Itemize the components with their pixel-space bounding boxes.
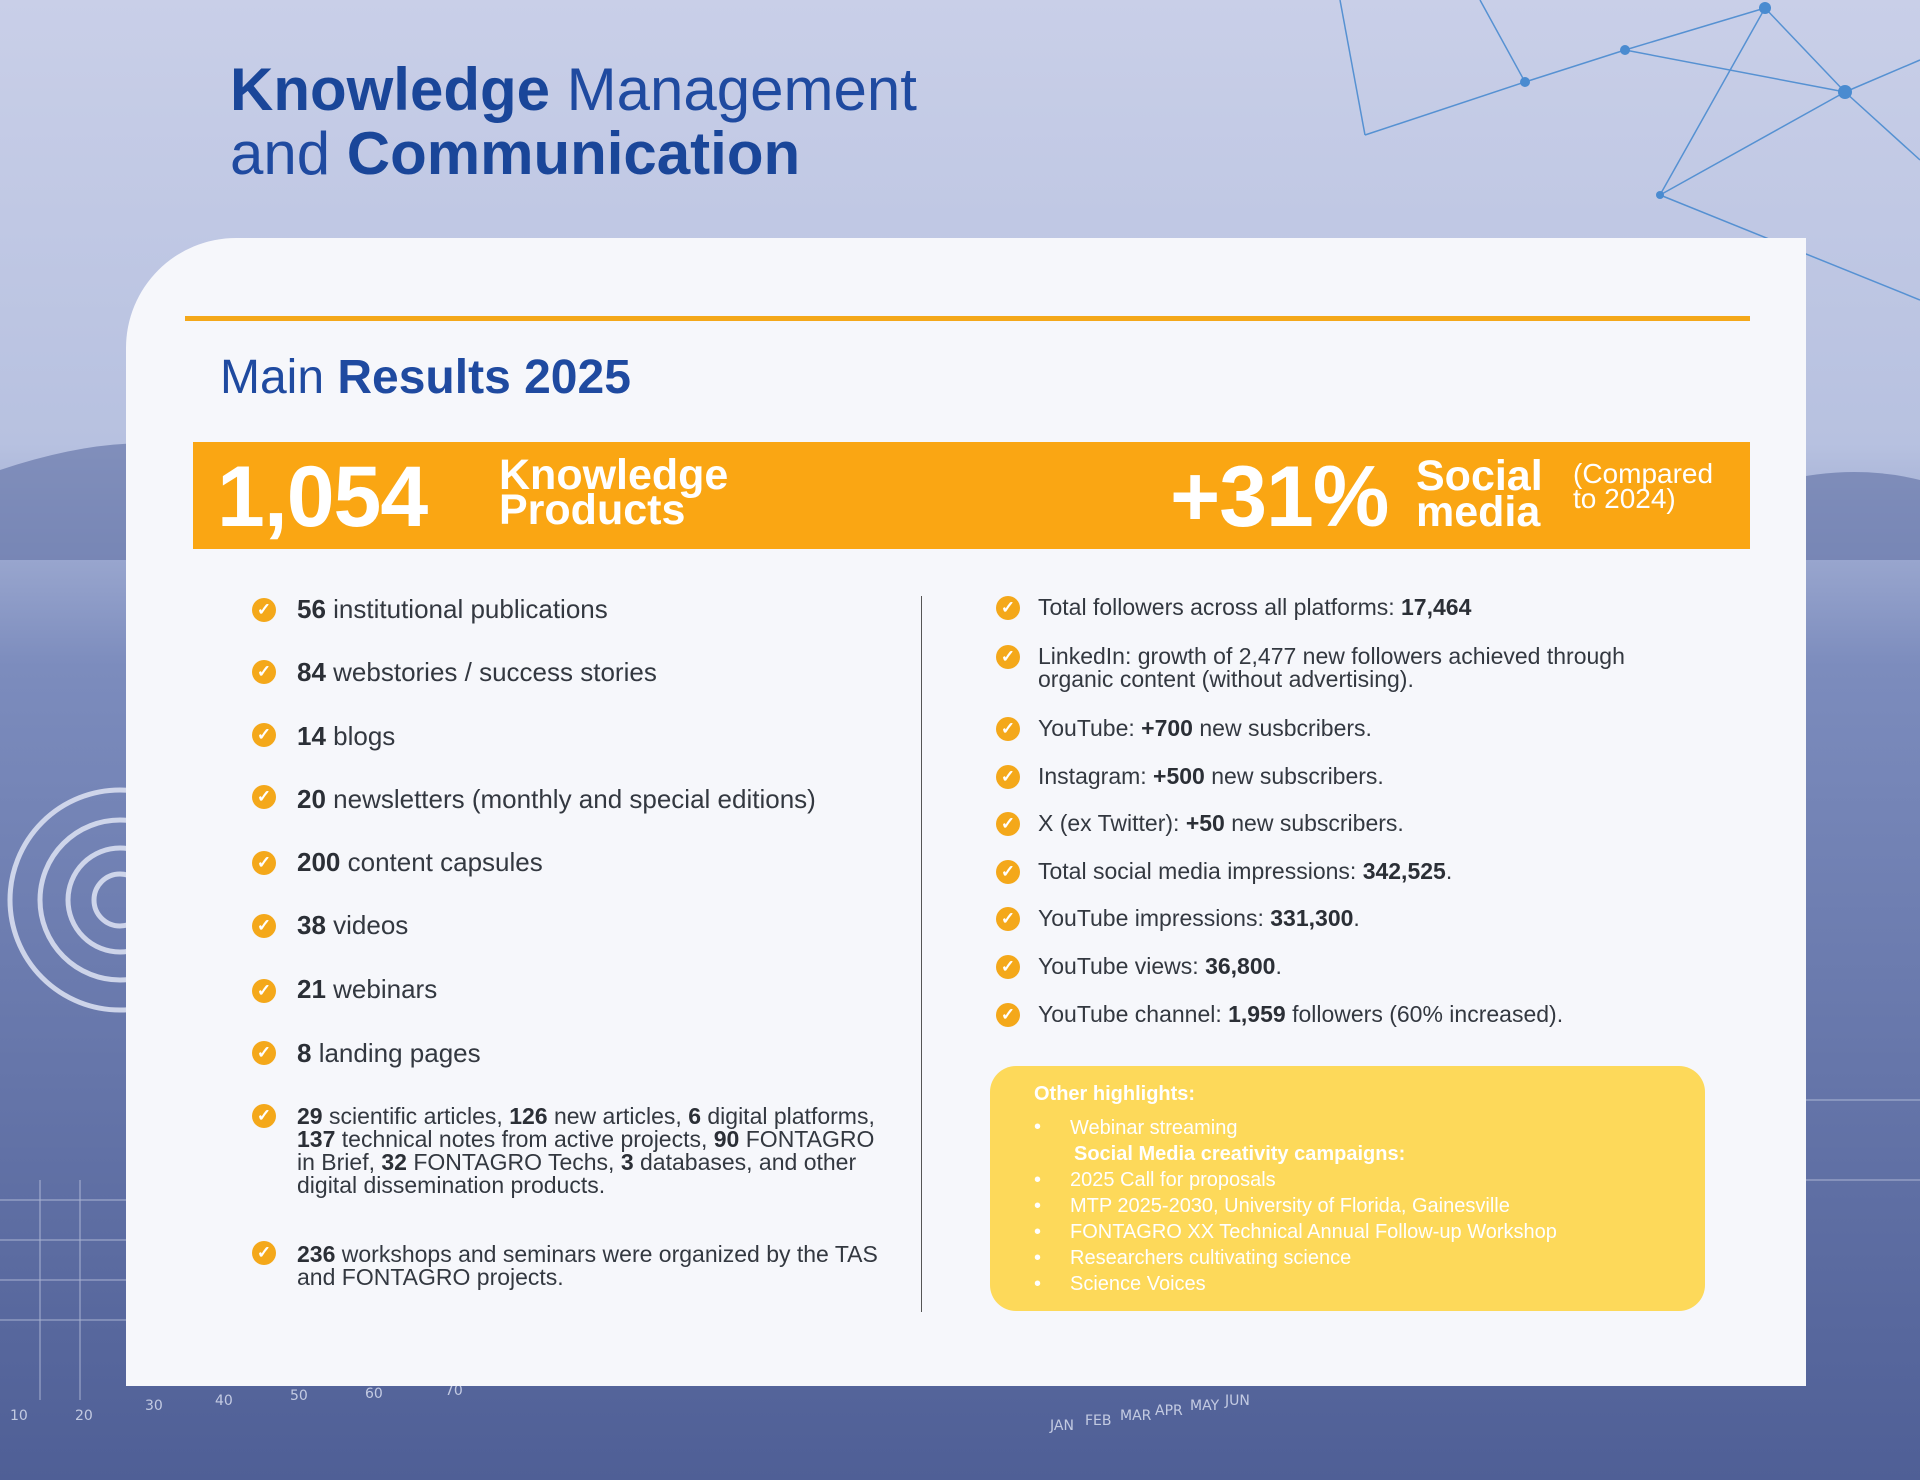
highlight-item: Webinar streaming [1070, 1117, 1238, 1139]
list-item-digital-products: 29 scientific articles, 126 new articles… [297, 1103, 875, 1198]
stat-youtube-channel: YouTube channel: 1,959 followers (60% in… [1038, 1001, 1564, 1027]
list-item-videos: 38 videos [297, 910, 409, 940]
check-icon: ✓ [996, 907, 1020, 931]
svg-text:MAY: MAY [1190, 1398, 1220, 1414]
bullet-icon: • [1034, 1169, 1042, 1191]
svg-text:40: 40 [215, 1393, 233, 1409]
highlight-item: FONTAGRO XX Technical Annual Follow-up W… [1070, 1221, 1557, 1243]
products-label-line2: Products [499, 486, 686, 534]
stat-total-followers: Total followers across all platforms: 17… [1038, 594, 1472, 620]
check-icon: ✓ [252, 914, 276, 938]
social-note-line2: to 2024) [1573, 483, 1676, 514]
svg-text:MAR: MAR [1120, 1408, 1152, 1424]
check-icon: ✓ [996, 596, 1020, 620]
svg-text:30: 30 [145, 1398, 163, 1414]
bullet-icon: • [1034, 1247, 1042, 1269]
check-icon: ✓ [996, 645, 1020, 669]
stat-x-subscribers: X (ex Twitter): +50 new subscribers. [1038, 810, 1404, 836]
list-item-newsletters: 20 newsletters (monthly and special edit… [297, 784, 816, 814]
check-icon: ✓ [252, 598, 276, 622]
list-item-landing-pages: 8 landing pages [297, 1038, 481, 1068]
page-title: Knowledge Management and Communication [230, 58, 917, 186]
bullet-icon: • [1034, 1195, 1042, 1217]
check-icon: ✓ [252, 851, 276, 875]
list-item-webstories: 84 webstories / success stories [297, 657, 657, 687]
svg-text:20: 20 [75, 1408, 93, 1424]
check-icon: ✓ [252, 785, 276, 809]
list-item-blogs: 14 blogs [297, 721, 396, 751]
title-management: Management [550, 56, 917, 123]
svg-text:10: 10 [10, 1408, 28, 1424]
social-label-line1: Social [1416, 452, 1543, 500]
svg-text:50: 50 [290, 1388, 308, 1404]
social-note-line1: (Compared [1573, 458, 1714, 489]
stat-youtube-impressions: YouTube impressions: 331,300. [1038, 905, 1360, 931]
title-bold-communication: Communication [346, 120, 801, 187]
list-item-institutional-publications: 56 institutional publications [297, 594, 608, 624]
bullet-icon: • [1034, 1273, 1042, 1295]
check-icon: ✓ [252, 1241, 276, 1265]
svg-text:APR: APR [1155, 1403, 1183, 1419]
stat-youtube-views: YouTube views: 36,800. [1038, 953, 1282, 979]
section-title-plain: Main [220, 351, 338, 404]
check-icon: ✓ [252, 1041, 276, 1065]
stat-linkedin-growth: LinkedIn: growth of 2,477 new followers … [1038, 643, 1625, 692]
section-title-bold: Results 2025 [337, 351, 631, 404]
social-label-line2: media [1416, 488, 1541, 536]
title-bold-knowledge: Knowledge [230, 56, 551, 123]
list-item-content-capsules: 200 content capsules [297, 847, 543, 877]
highlight-subheading: Social Media creativity campaigns: [1074, 1143, 1406, 1165]
list-item-workshops: 236 workshops and seminars were organize… [297, 1241, 878, 1290]
check-icon: ✓ [996, 1003, 1020, 1027]
results-banner: 1,054 Knowledge Products +31% Social med… [193, 442, 1750, 549]
bullet-icon: • [1034, 1116, 1042, 1138]
check-icon: ✓ [996, 717, 1020, 741]
svg-text:JUN: JUN [1224, 1393, 1250, 1409]
highlight-item: Science Voices [1070, 1273, 1206, 1295]
stat-total-impressions: Total social media impressions: 342,525. [1038, 858, 1453, 884]
highlight-item: Researchers cultivating science [1070, 1247, 1352, 1269]
highlights-title: Other highlights: [1034, 1083, 1196, 1105]
highlight-item: MTP 2025-2030, University of Florida, Ga… [1070, 1195, 1510, 1217]
check-icon: ✓ [252, 1104, 276, 1128]
orange-divider [185, 316, 1750, 321]
bullet-icon: • [1034, 1221, 1042, 1243]
check-icon: ✓ [996, 765, 1020, 789]
section-title: Main Results 2025 [220, 350, 631, 406]
svg-text:JAN: JAN [1049, 1418, 1074, 1434]
column-divider [921, 596, 922, 1312]
social-growth-percent: +31% [1170, 449, 1389, 545]
svg-text:60: 60 [365, 1386, 383, 1402]
check-icon: ✓ [996, 860, 1020, 884]
highlight-item: 2025 Call for proposals [1070, 1169, 1276, 1191]
check-icon: ✓ [252, 723, 276, 747]
stat-youtube-subscribers: YouTube: +700 new susbcribers. [1038, 715, 1372, 741]
check-icon: ✓ [252, 660, 276, 684]
stat-instagram-subscribers: Instagram: +500 new subscribers. [1038, 763, 1384, 789]
check-icon: ✓ [252, 979, 276, 1003]
svg-text:FEB: FEB [1085, 1413, 1112, 1429]
title-and: and [230, 120, 347, 187]
products-count: 1,054 [217, 449, 428, 545]
other-highlights-box: Other highlights: • Webinar streaming So… [990, 1066, 1705, 1311]
list-item-webinars: 21 webinars [297, 974, 438, 1004]
check-icon: ✓ [996, 812, 1020, 836]
products-label-line1: Knowledge [499, 451, 729, 499]
svg-text:70: 70 [445, 1383, 463, 1399]
check-icon: ✓ [996, 955, 1020, 979]
